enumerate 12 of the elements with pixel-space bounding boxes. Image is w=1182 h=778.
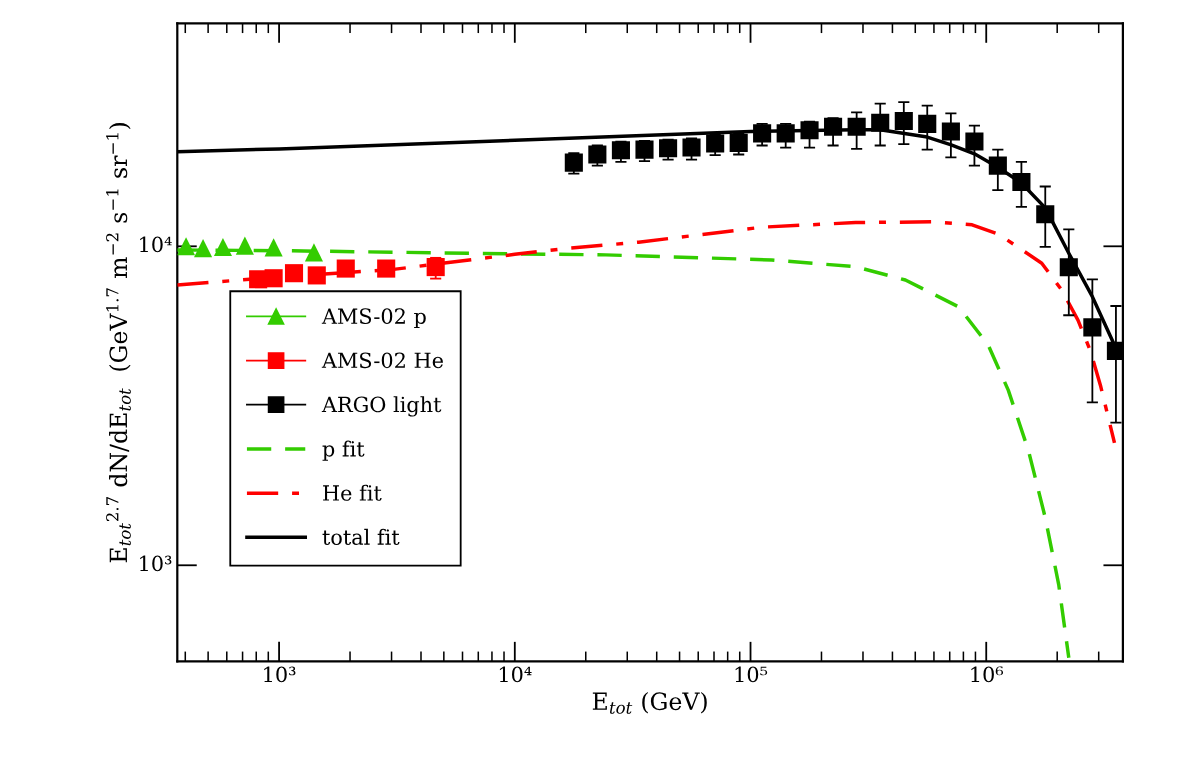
legend-label: AMS-02 p: [321, 308, 426, 329]
x-tick-label: 10⁵: [735, 666, 768, 683]
legend-label: ARGO light: [321, 396, 442, 417]
legend-label: p fit: [322, 440, 365, 461]
legend-label: AMS-02 He: [321, 352, 443, 369]
x-tick-label: 10³: [264, 666, 296, 683]
x-axis-title: E$_{tot}$ (GeV): [592, 691, 707, 714]
legend-label: total fit: [322, 528, 400, 545]
x-tick-label: 10⁴: [499, 666, 532, 683]
x-tick-label: 10⁶: [971, 666, 1004, 683]
text: E$_{tot}$$^{2.7}$ dN/dE$_{tot}$ (GeV$^{1.7}$ m$^{−2}$ s$^{−1}$ sr$^{−1}$): [106, 123, 131, 563]
legend-label: He fit: [323, 484, 382, 501]
